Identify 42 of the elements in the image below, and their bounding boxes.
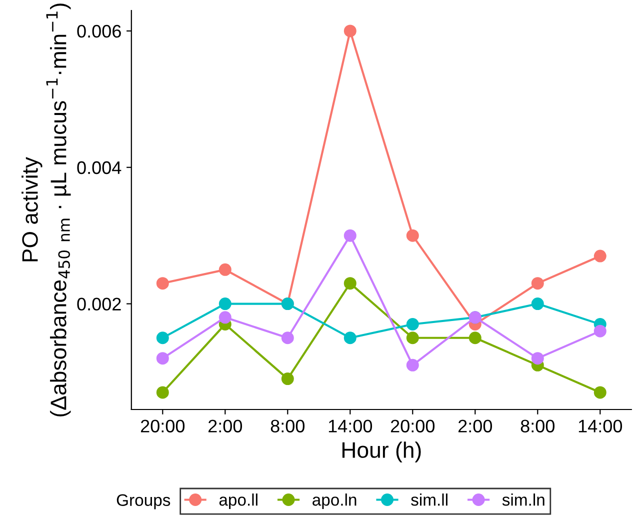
legend-label: sim.ll xyxy=(411,494,448,506)
point xyxy=(406,318,419,330)
point xyxy=(156,332,169,344)
point xyxy=(531,298,544,310)
legend-label: sim.ln xyxy=(502,494,544,506)
legend-label: apo.ln xyxy=(312,494,356,510)
point xyxy=(468,332,482,344)
point xyxy=(344,332,356,344)
point xyxy=(406,358,419,372)
y-axis-title: PO activity (Δabsorbance$_{450 nm}$ · µL mucus$^{−1}$·min$^{−1}$) xyxy=(22,4,71,416)
point xyxy=(406,332,419,344)
point xyxy=(156,386,169,399)
point xyxy=(594,324,606,338)
point xyxy=(594,386,606,399)
x-tick-label: 20:00 xyxy=(140,420,185,432)
point xyxy=(218,311,232,324)
point xyxy=(594,250,606,262)
x-tick-label: 2:00 xyxy=(458,420,492,432)
point xyxy=(531,277,544,290)
point xyxy=(156,352,169,365)
x-tick-label: 20:00 xyxy=(390,420,435,432)
y-tick-label: 0.004 xyxy=(77,161,122,174)
x-tick-label: 14:00 xyxy=(328,420,372,432)
point xyxy=(156,277,169,290)
x-tick-label: 2:00 xyxy=(208,420,242,432)
point xyxy=(344,277,356,290)
x-axis-title: Hour (h) xyxy=(342,442,421,462)
point xyxy=(344,24,356,38)
point xyxy=(281,372,294,386)
x-tick-label: 8:00 xyxy=(270,420,305,432)
point xyxy=(406,229,419,242)
x-tick-label: 14:00 xyxy=(578,420,622,432)
y-tick-label: 0.006 xyxy=(77,24,121,38)
point xyxy=(281,332,294,344)
x-tick-label: 8:00 xyxy=(520,420,555,432)
y-tick-label: 0.002 xyxy=(77,298,121,310)
point xyxy=(218,298,232,310)
point xyxy=(531,352,544,365)
legend-label: apo.ll xyxy=(219,494,258,510)
point xyxy=(344,229,356,242)
legend-title: Groups xyxy=(116,494,170,510)
point xyxy=(218,263,232,276)
